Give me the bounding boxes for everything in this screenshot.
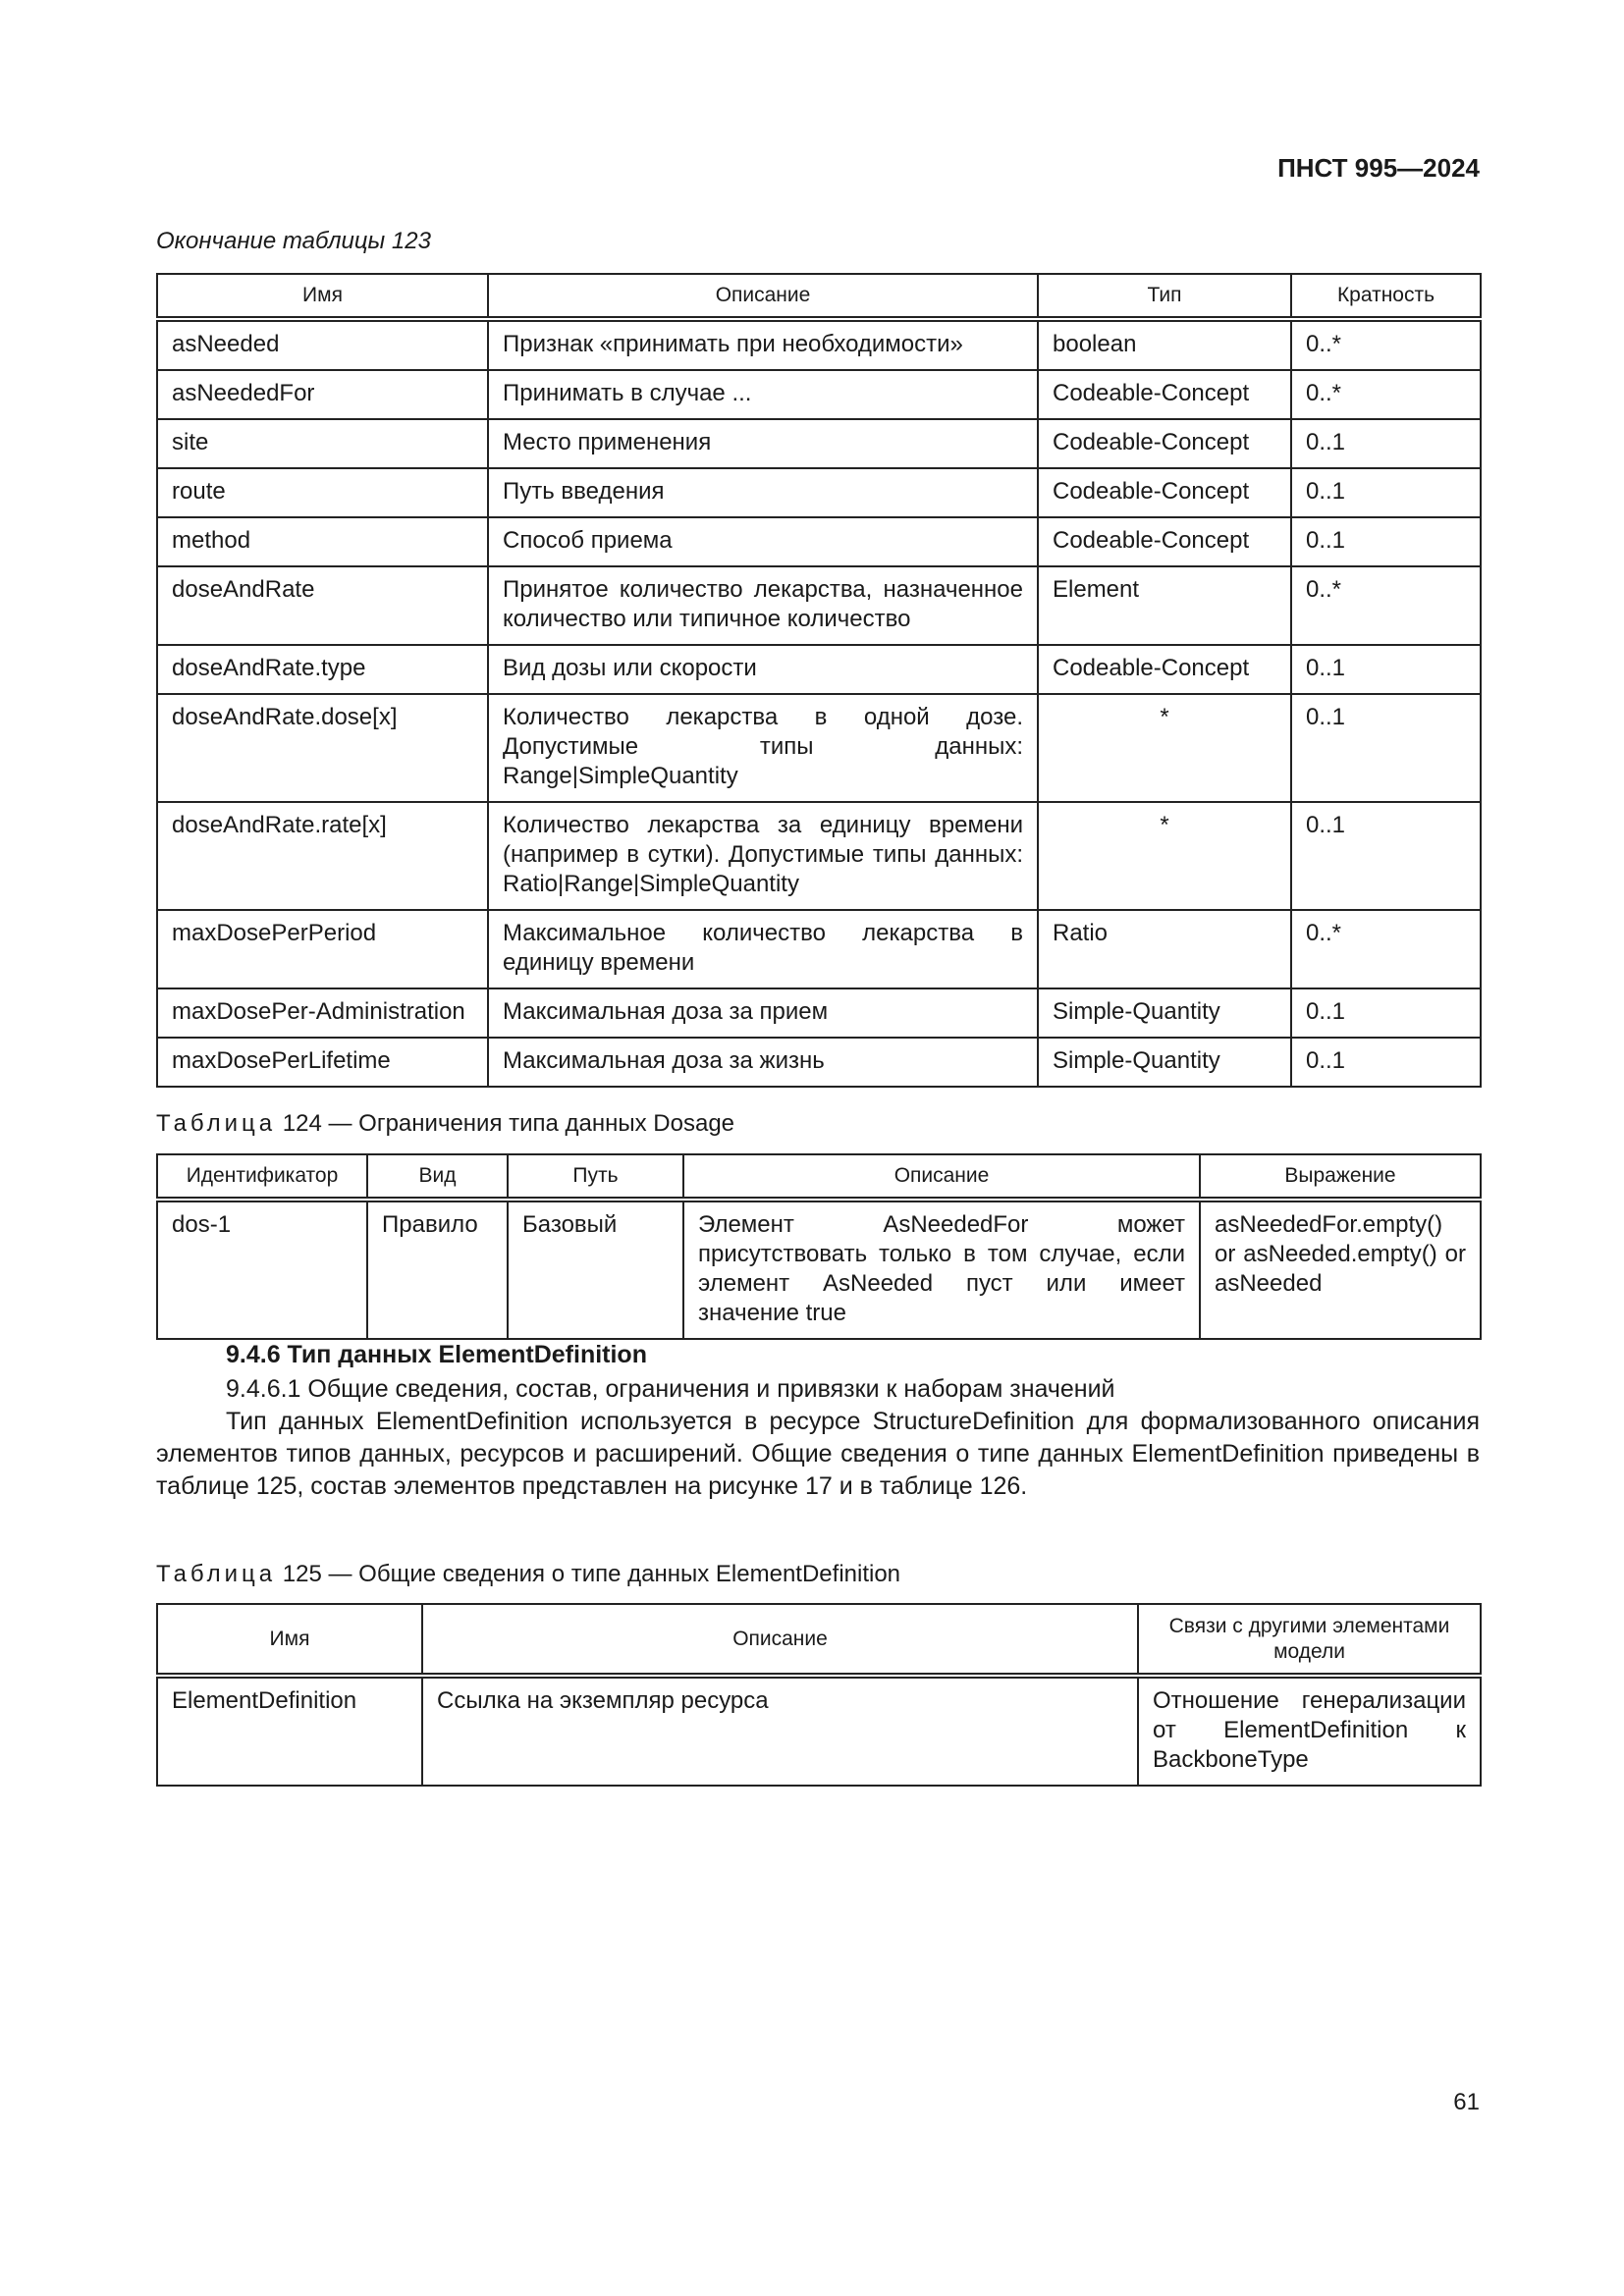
table-cell: *	[1037, 693, 1292, 803]
table-cell: Codeable-Concept	[1037, 369, 1292, 420]
section-heading: 9.4.6 Тип данных ElementDefinition	[226, 1341, 647, 1368]
column-header: Описание	[682, 1153, 1201, 1202]
column-header: Вид	[366, 1153, 509, 1202]
table-cell: site	[156, 418, 489, 469]
table-cell: Максимальная доза за прием	[487, 988, 1039, 1039]
table-124-caption: Таблица 124 — Ограничения типа данных Do…	[156, 1110, 735, 1137]
table-row: doseAndRate.type Вид дозы или скорости Cod…	[156, 644, 1482, 695]
table-cell: boolean	[1037, 318, 1292, 371]
table-cell: Codeable-Concept	[1037, 644, 1292, 695]
table-124: Идентификатор Вид Путь Описание Выражение do…	[156, 1153, 1482, 1340]
column-header: Тип	[1037, 273, 1292, 322]
table-cell: asNeededFor.empty() or asNeeded.empty() …	[1199, 1199, 1482, 1340]
table-cell: 0..*	[1290, 369, 1482, 420]
table-cell: Принятое количество лекарства, назначенн…	[487, 565, 1039, 646]
table-cell: Вид дозы или скорости	[487, 644, 1039, 695]
table-cell: doseAndRate.rate[x]	[156, 801, 489, 911]
table-row: doseAndRate Принятое количество лекарства…	[156, 565, 1482, 646]
table-cell: Признак «принимать при необходимости»	[487, 318, 1039, 371]
column-header: Описание	[487, 273, 1039, 322]
table-125-caption: Таблица 125 — Общие сведения о типе данн…	[156, 1561, 901, 1587]
column-header: Имя	[156, 1603, 423, 1679]
table-cell: 0..1	[1290, 418, 1482, 469]
column-header: Идентификатор	[156, 1153, 368, 1202]
table-cell: maxDosePerPeriod	[156, 909, 489, 989]
table-row: method Способ приема Codeable-Concept 0..1	[156, 516, 1482, 567]
body-paragraph: Тип данных ElementDefinition используетс…	[156, 1408, 1480, 1500]
table-cell: Базовый	[507, 1199, 684, 1340]
table-cell: Simple-Quantity	[1037, 988, 1292, 1039]
table-continuation-caption: Окончание таблицы 123	[156, 228, 431, 254]
table-cell: ElementDefinition	[156, 1675, 423, 1787]
column-header: Описание	[421, 1603, 1139, 1679]
table-header-row: Идентификатор Вид Путь Описание Выражение	[156, 1153, 1482, 1202]
table-cell: 0..1	[1290, 1037, 1482, 1088]
table-cell: Количество лекарства за единицу времени …	[487, 801, 1039, 911]
table-cell: Правило	[366, 1199, 509, 1340]
table-cell: *	[1037, 801, 1292, 911]
table-row: asNeeded Признак «принимать при необходим…	[156, 318, 1482, 371]
page-number: 61	[1453, 2089, 1480, 2115]
table-row: maxDosePerLifetime Максимальная доза за ж…	[156, 1037, 1482, 1088]
table-cell: Отношение генерализации от ElementDefini…	[1137, 1675, 1482, 1787]
table-cell: dos-1	[156, 1199, 368, 1340]
table-123: Имя Описание Тип Кратность asNeeded Признак …	[156, 273, 1482, 1088]
table-row: doseAndRate.dose[x] Количество лекарства …	[156, 693, 1482, 803]
table-header-row: Имя Описание Связи с другими элементами мо…	[156, 1603, 1482, 1679]
table-cell: Element	[1037, 565, 1292, 646]
column-header: Имя	[156, 273, 489, 322]
table-cell: 0..*	[1290, 909, 1482, 989]
table-cell: 0..*	[1290, 565, 1482, 646]
table-cell: Путь введения	[487, 467, 1039, 518]
table-cell: 0..1	[1290, 644, 1482, 695]
table-cell: Принимать в случае ...	[487, 369, 1039, 420]
table-cell: Максимальная доза за жизнь	[487, 1037, 1039, 1088]
table-cell: Количество лекарства в одной дозе. Допус…	[487, 693, 1039, 803]
column-header: Кратность	[1290, 273, 1482, 322]
table-cell: 0..*	[1290, 318, 1482, 371]
table-125: Имя Описание Связи с другими элементами мо…	[156, 1603, 1482, 1787]
table-cell: Ratio	[1037, 909, 1292, 989]
table-cell: maxDosePer-Administration	[156, 988, 489, 1039]
table-cell: asNeededFor	[156, 369, 489, 420]
table-cell: Codeable-Concept	[1037, 418, 1292, 469]
table-row: dos-1 Правило Базовый Элемент AsNeededFor м…	[156, 1199, 1482, 1340]
table-cell: Способ приема	[487, 516, 1039, 567]
column-header: Связи с другими элементами модели	[1137, 1603, 1482, 1679]
table-cell: doseAndRate.dose[x]	[156, 693, 489, 803]
table-cell: 0..1	[1290, 801, 1482, 911]
column-header: Путь	[507, 1153, 684, 1202]
table-cell: 0..1	[1290, 693, 1482, 803]
table-cell: Ссылка на экземпляр ресурса	[421, 1675, 1139, 1787]
table-cell: Элемент AsNeededFor может присутствовать…	[682, 1199, 1201, 1340]
table-cell: Simple-Quantity	[1037, 1037, 1292, 1088]
table-cell: route	[156, 467, 489, 518]
column-header: Выражение	[1199, 1153, 1482, 1202]
table-row: maxDosePer-Administration Максимальная до…	[156, 988, 1482, 1039]
table-cell: doseAndRate	[156, 565, 489, 646]
subsection-heading: 9.4.6.1 Общие сведения, состав, ограниче…	[226, 1375, 1115, 1403]
table-row: ElementDefinition Ссылка на экземпляр рес…	[156, 1675, 1482, 1787]
table-cell: Codeable-Concept	[1037, 467, 1292, 518]
document-code: ПНСТ 995—2024	[1277, 153, 1480, 183]
table-row: doseAndRate.rate[x] Количество лекарства …	[156, 801, 1482, 911]
table-cell: 0..1	[1290, 516, 1482, 567]
table-row: route Путь введения Codeable-Concept 0..1	[156, 467, 1482, 518]
table-row: asNeededFor Принимать в случае ... Codeabl…	[156, 369, 1482, 420]
table-header-row: Имя Описание Тип Кратность	[156, 273, 1482, 322]
table-cell: Codeable-Concept	[1037, 516, 1292, 567]
table-cell: 0..1	[1290, 988, 1482, 1039]
table-cell: Максимальное количество лекарства в един…	[487, 909, 1039, 989]
table-row: site Место применения Codeable-Concept 0..1	[156, 418, 1482, 469]
table-cell: maxDosePerLifetime	[156, 1037, 489, 1088]
table-cell: asNeeded	[156, 318, 489, 371]
table-row: maxDosePerPeriod Максимальное количество …	[156, 909, 1482, 989]
table-cell: Место применения	[487, 418, 1039, 469]
table-cell: doseAndRate.type	[156, 644, 489, 695]
table-cell: 0..1	[1290, 467, 1482, 518]
table-cell: method	[156, 516, 489, 567]
